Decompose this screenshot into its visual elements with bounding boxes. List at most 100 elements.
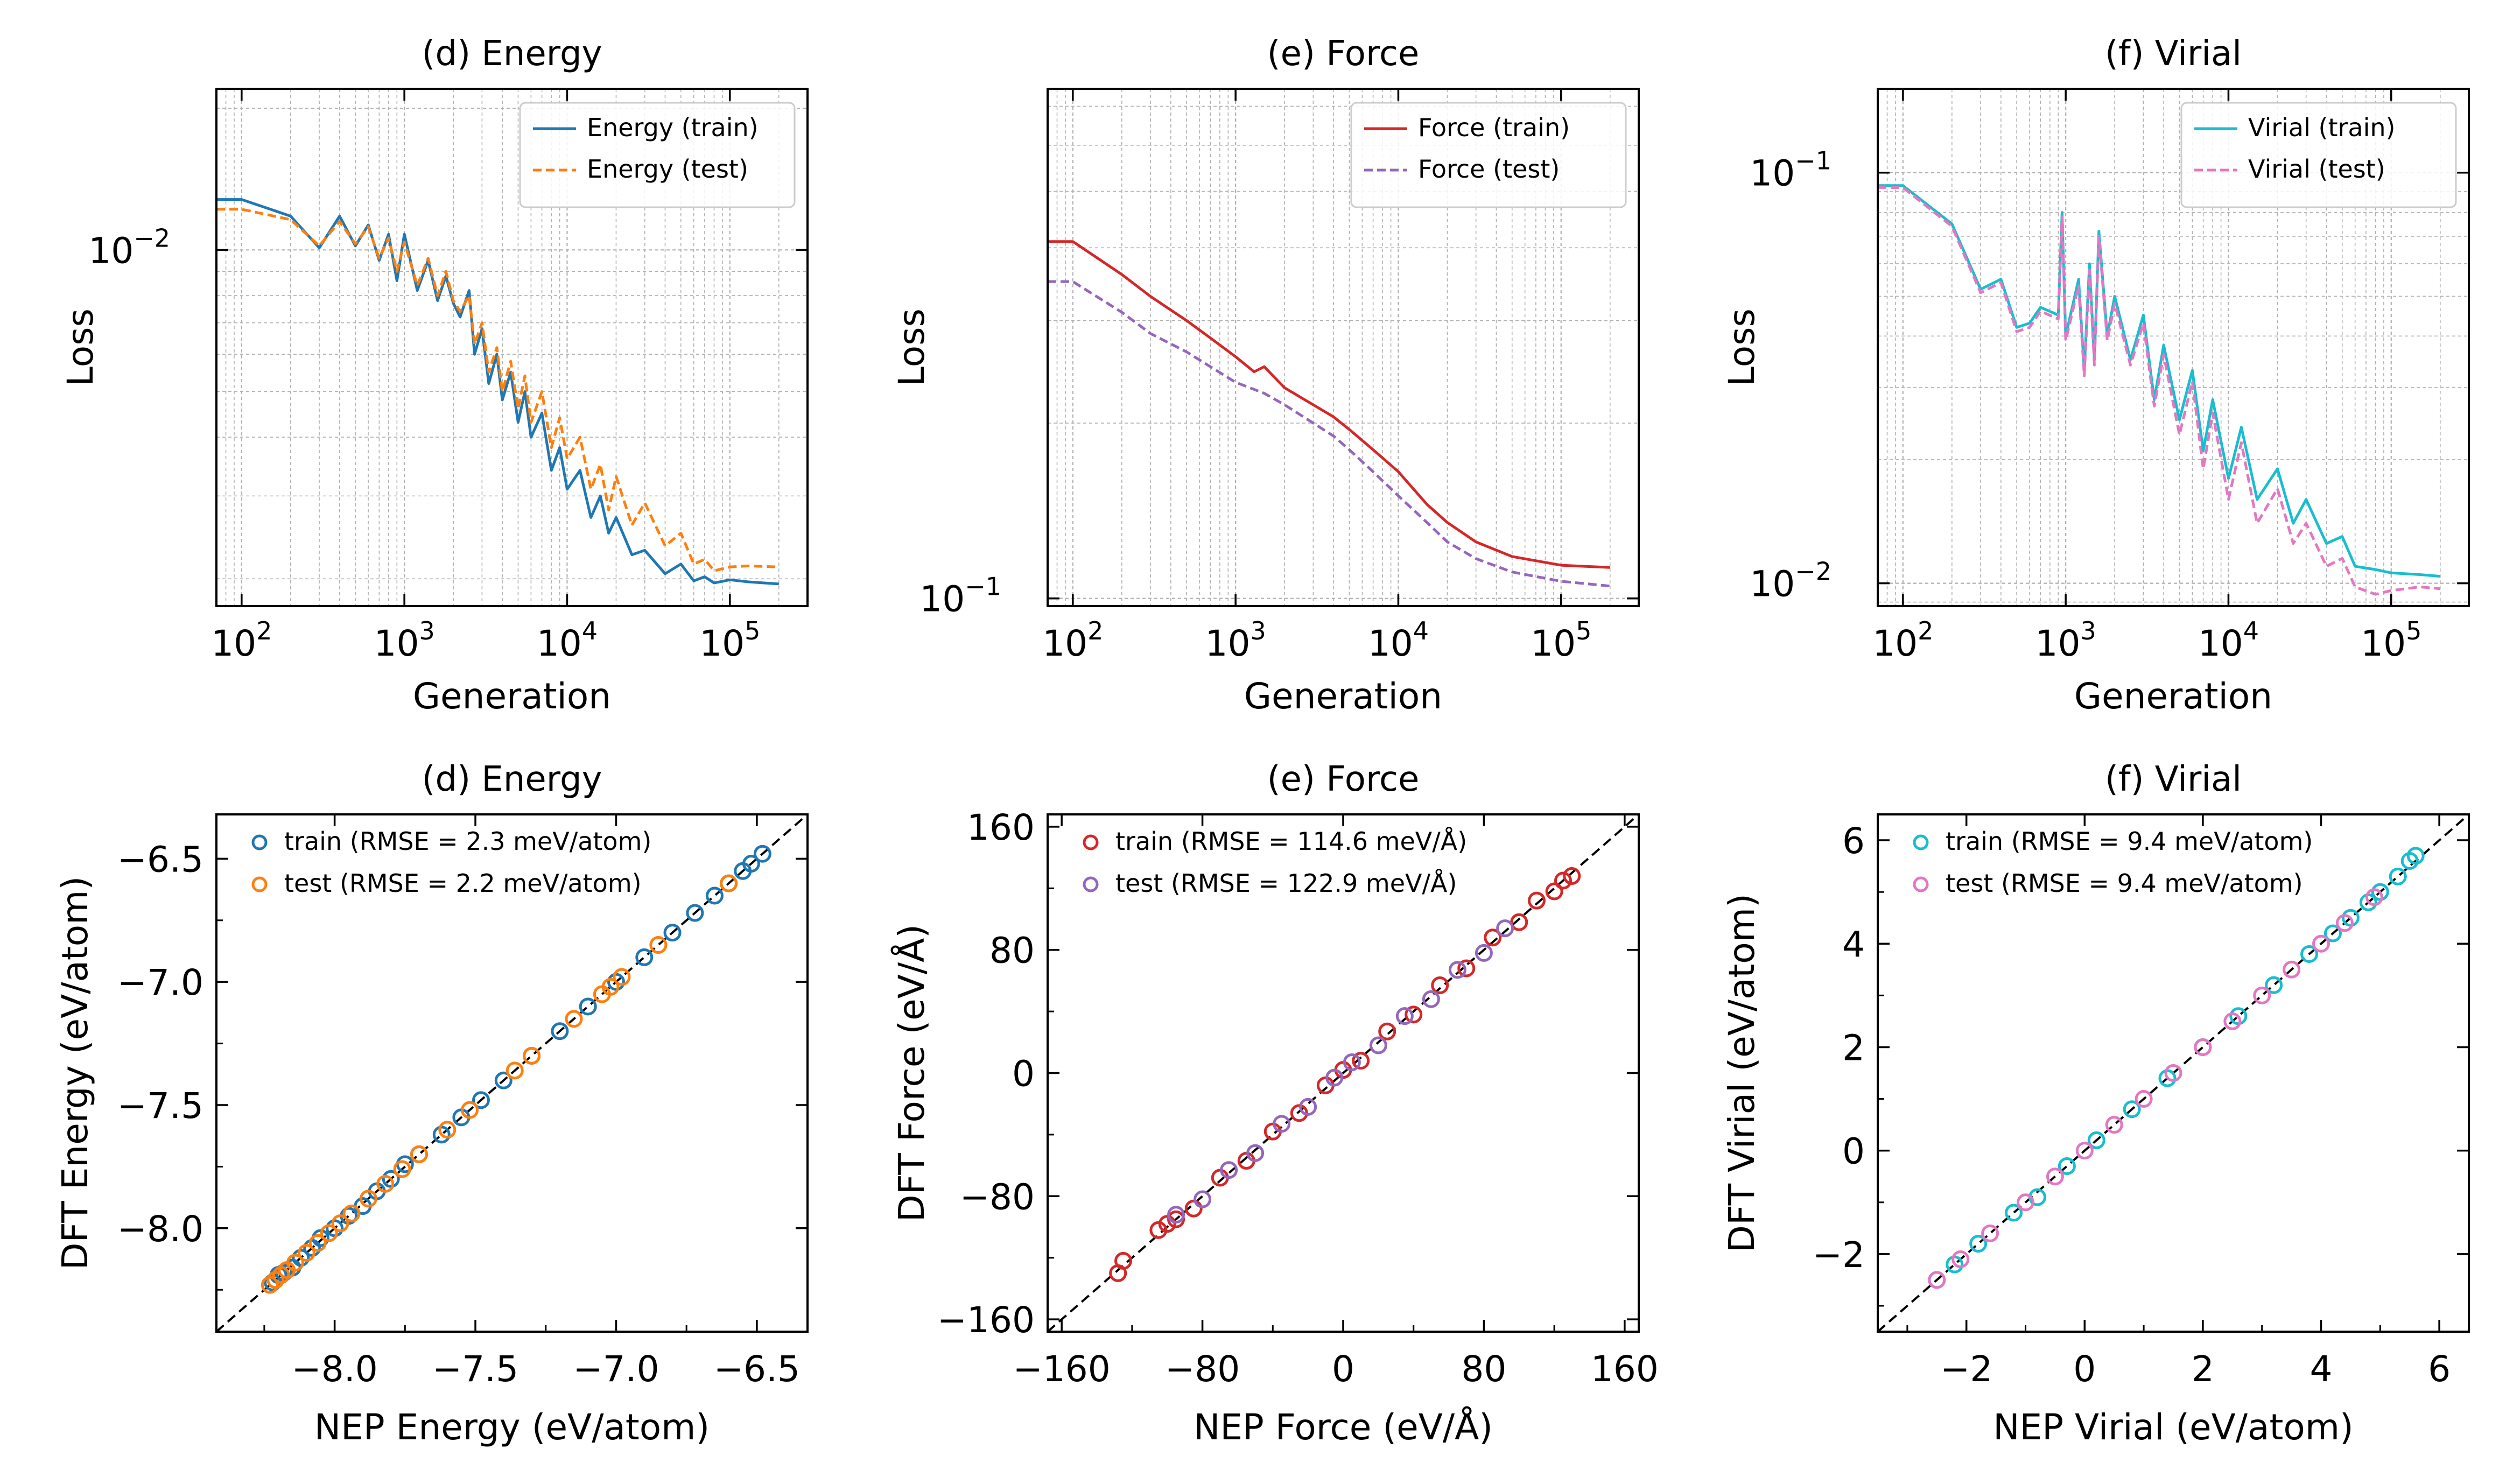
y-tick-label: −80 — [960, 1176, 1035, 1218]
data-point — [2335, 914, 2354, 932]
data-point — [2389, 867, 2407, 885]
data-point — [2075, 1142, 2094, 1160]
x-tick-label: −6.5 — [714, 1348, 800, 1390]
legend-marker — [1913, 876, 1929, 892]
data-point — [297, 1244, 315, 1262]
data-point — [565, 1010, 583, 1028]
y-tick-label: 10−1 — [1750, 146, 1831, 194]
data-point — [601, 977, 620, 996]
legend-label: test (RMSE = 2.2 meV/atom) — [284, 869, 642, 898]
y-tick-label: −7.0 — [117, 962, 203, 1003]
data-point — [2194, 1038, 2212, 1056]
legend: Virial (train) Virial (test) — [2180, 102, 2457, 208]
y-tick-label: 0 — [1842, 1131, 1865, 1172]
data-point — [2365, 888, 2383, 906]
y-tick-label: −8.0 — [117, 1208, 203, 1250]
data-point — [2323, 924, 2342, 943]
data-point — [1395, 1007, 1414, 1025]
y-tick-label: −2 — [1813, 1234, 1865, 1276]
y-tick-label: 160 — [967, 807, 1035, 848]
data-point — [1405, 1005, 1423, 1024]
chart-title: (f) Virial — [2105, 34, 2242, 74]
data-point — [2135, 1090, 2153, 1108]
data-point — [1246, 1144, 1265, 1162]
y-tick-label: 6 — [1842, 820, 1865, 862]
data-point — [1369, 1036, 1387, 1054]
y-axis-label: Loss — [60, 308, 101, 386]
x-axis-label: NEP Virial (eV/atom) — [1993, 1406, 2354, 1448]
data-point — [506, 1061, 524, 1080]
plot-frame — [215, 813, 809, 1333]
data-point — [2005, 1204, 2023, 1222]
x-axis-label: Generation — [413, 676, 611, 717]
chart-panel-loss-energy: 102 103 104 105 10−2 (d) Energy Generation Loss… — [60, 34, 809, 717]
x-tick-label: 105 — [2361, 616, 2421, 664]
legend-marker — [1083, 876, 1099, 892]
data-point — [1167, 1206, 1185, 1224]
x-tick-label: −160 — [1013, 1348, 1111, 1390]
data-point — [2253, 986, 2271, 1004]
x-tick-label: −80 — [1165, 1348, 1240, 1390]
x-tick-label: 104 — [1368, 616, 1429, 664]
data-point — [649, 936, 668, 954]
x-axis-label: Generation — [1244, 676, 1442, 717]
data-point — [410, 1145, 428, 1164]
data-point — [331, 1214, 349, 1233]
data-point — [326, 1219, 344, 1237]
legend-box — [519, 102, 796, 208]
y-axis-label: Loss — [1721, 308, 1763, 386]
y-axis-label: Loss — [891, 308, 932, 386]
data-point — [1422, 990, 1440, 1008]
legend: Energy (train) Energy (test) — [519, 102, 796, 208]
data-point — [2058, 1157, 2076, 1175]
y-axis-label: DFT Energy (eV/atom) — [54, 876, 96, 1270]
parity-diagonal-line — [1048, 814, 1639, 1332]
legend-label: train (RMSE = 9.4 meV/atom) — [1946, 827, 2313, 856]
plot-frame — [215, 88, 809, 607]
data-point — [1981, 1224, 1999, 1242]
chart-title: (f) Virial — [2105, 759, 2242, 799]
y-tick-label: 10−2 — [1750, 557, 1831, 605]
data-point — [2164, 1064, 2182, 1082]
x-tick-label: 4 — [2310, 1348, 2333, 1390]
x-tick-label: 104 — [2198, 616, 2259, 664]
legend-label: Virial (test) — [2248, 154, 2385, 184]
data-point — [286, 1254, 304, 1272]
data-point — [1928, 1271, 1946, 1289]
x-tick-label: 160 — [1591, 1348, 1659, 1390]
legend-box — [1350, 102, 1627, 208]
data-point — [1496, 919, 1514, 938]
data-point — [635, 948, 654, 966]
data-point — [613, 968, 631, 986]
x-tick-label: 105 — [1531, 616, 1591, 664]
y-tick-label: −160 — [937, 1299, 1035, 1341]
chart-title: (d) Energy — [422, 34, 602, 74]
data-point — [1114, 1251, 1133, 1270]
data-point — [2087, 1131, 2105, 1149]
y-tick-label: −7.5 — [117, 1085, 203, 1127]
x-axis-label: NEP Force (eV/Å) — [1194, 1406, 1493, 1448]
data-point — [292, 1249, 310, 1267]
data-point — [2046, 1167, 2064, 1186]
chart-title: (e) Force — [1267, 34, 1420, 74]
legend-label: train (RMSE = 114.6 meV/Å) — [1115, 827, 1467, 856]
y-tick-label: 80 — [989, 930, 1035, 972]
series-line-test — [216, 208, 779, 572]
chart-panel-parity-virial: −2 0 2 4 6 −2 0 2 4 6 (f) Virial NEP Virial (eV/ato… — [1721, 759, 2470, 1448]
chart-panel-parity-force: −160 −80 0 80 160 −160 −80 0 80 160 (e) Force NEP F… — [891, 759, 1659, 1448]
data-point — [1510, 913, 1528, 931]
data-point — [1457, 959, 1476, 977]
legend-label: Energy (train) — [587, 113, 759, 142]
data-point — [686, 904, 704, 922]
plot-frame — [1047, 88, 1640, 607]
series-points-train — [1928, 847, 2425, 1289]
x-tick-label: 102 — [1042, 616, 1103, 664]
legend-label: Force (train) — [1418, 113, 1570, 142]
legend-marker — [251, 834, 268, 850]
data-point — [2312, 934, 2330, 953]
series-line-train — [1878, 184, 2441, 578]
legend: train (RMSE = 9.4 meV/atom) test (RMSE = … — [1913, 827, 2313, 898]
data-point — [1527, 891, 1546, 910]
chart-panel-loss-force: 102 103 104 105 10−1 (e) Force Generation Loss F… — [891, 34, 1640, 717]
